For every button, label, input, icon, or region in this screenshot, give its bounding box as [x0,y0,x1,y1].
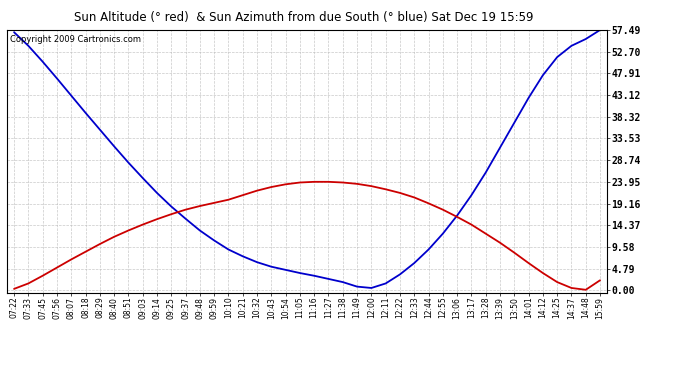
Text: Sun Altitude (° red)  & Sun Azimuth from due South (° blue) Sat Dec 19 15:59: Sun Altitude (° red) & Sun Azimuth from … [74,11,533,24]
Text: Copyright 2009 Cartronics.com: Copyright 2009 Cartronics.com [10,35,141,44]
